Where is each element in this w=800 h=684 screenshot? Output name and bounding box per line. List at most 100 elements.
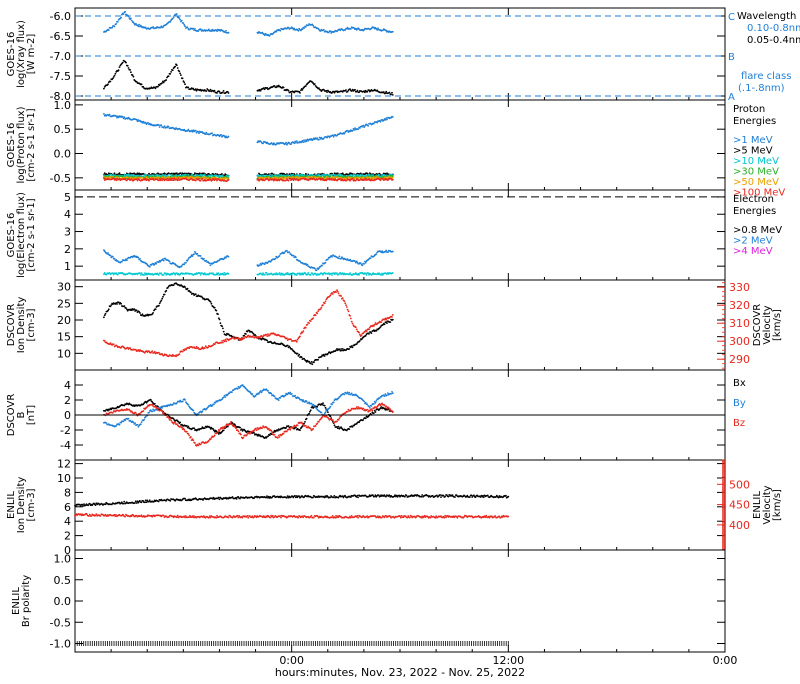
chart-1->1 MeV-point <box>380 121 382 123</box>
chart-3-density-point <box>215 310 217 312</box>
chart-0-0.05-0.4nm-point <box>228 92 230 94</box>
chart-1->1 MeV-point <box>303 139 305 141</box>
chart-2->2 MeV-point <box>385 250 387 252</box>
chart-2->2 MeV-point <box>114 258 116 260</box>
chart-1->100 MeV-point <box>166 179 168 181</box>
chart-0-0.05-0.4nm-point <box>288 90 290 92</box>
chart-4-By-point <box>255 395 257 397</box>
chart-4-By-point <box>223 397 225 399</box>
chart-4-ytick-label: -4 <box>60 439 71 452</box>
chart-0-0.10-0.8nm-point <box>184 25 186 27</box>
chart-2->2 MeV-point <box>325 262 327 264</box>
chart-4-By-point <box>314 405 316 407</box>
chart-3-velocity-point <box>358 332 360 334</box>
chart-3-density-point <box>159 303 161 305</box>
chart-4-ytick-label: 2 <box>64 394 71 407</box>
chart-0-0.05-0.4nm-point <box>222 92 224 94</box>
chart-1->50 MeV-point <box>359 177 361 179</box>
chart-3-density-point <box>210 301 212 303</box>
chart-2-ytick-label: 2 <box>64 243 71 256</box>
chart-1->100 MeV-point <box>170 178 172 180</box>
chart-2-ytick-label: 3 <box>64 226 71 239</box>
chart-0-0.10-0.8nm-point <box>305 26 307 28</box>
chart-3-density-point <box>223 331 225 333</box>
chart-3-velocity-point <box>238 337 240 339</box>
chart-3-density-point <box>301 356 303 358</box>
chart-1->10 MeV-point <box>292 174 294 176</box>
chart-3-velocity-point <box>310 320 312 322</box>
chart-2->4 MeV-point <box>310 274 312 276</box>
chart-4-Bx-point <box>373 412 375 414</box>
chart-3-velocity-point <box>225 340 227 342</box>
chart-3-density-point <box>389 321 391 323</box>
chart-0-0.05-0.4nm-point <box>302 89 304 91</box>
chart-4-Bz-point <box>200 444 202 446</box>
chart-1->50 MeV-point <box>204 176 206 178</box>
chart-1->1 MeV-point <box>296 140 298 142</box>
chart-3-density-point <box>339 350 341 352</box>
chart-0-0.05-0.4nm-point <box>115 73 117 75</box>
chart-4-Bx-point <box>241 428 243 430</box>
chart-4-Bz-point <box>173 423 175 425</box>
chart-2->2 MeV-point <box>121 261 123 263</box>
chart-4-By-point <box>289 392 291 394</box>
chart-0-0.05-0.4nm-point <box>392 94 394 96</box>
chart-1->10 MeV-point <box>156 174 158 176</box>
chart-2->2 MeV-point <box>295 256 297 258</box>
chart-0-0.10-0.8nm-point <box>216 30 218 32</box>
chart-0-ytick-label: -6.0 <box>50 10 71 23</box>
chart-1->10 MeV-point <box>315 174 317 176</box>
chart-3-velocity-point <box>243 337 245 339</box>
chart-2->2 MeV-point <box>169 261 171 263</box>
chart-3-density-point <box>103 316 105 318</box>
chart-1->10 MeV-point <box>329 174 331 176</box>
chart-4-By-point <box>123 420 125 422</box>
chart-3-density-point <box>158 305 160 307</box>
chart-4-By-point <box>252 393 254 395</box>
chart-3-velocity-point <box>345 304 347 306</box>
chart-3-velocity-point <box>324 303 326 305</box>
chart-2-ylabel: [cm-2 s-1 sr-1] <box>26 198 37 271</box>
chart-4-ytick-label: 4 <box>64 379 71 392</box>
chart-1->50 MeV-point <box>366 176 368 178</box>
chart-4-By-point <box>182 401 184 403</box>
chart-4-Bx-point <box>337 427 339 429</box>
chart-1->1 MeV-point <box>103 113 105 115</box>
chart-2->2 MeV-point <box>228 256 230 258</box>
chart-4-Bx-point <box>154 403 156 405</box>
chart-3-velocity-point <box>307 324 309 326</box>
chart-2->2 MeV-point <box>264 263 266 265</box>
chart-3-density-point <box>108 308 110 310</box>
chart-1->10 MeV-point <box>318 174 320 176</box>
chart-4-Bz-point <box>186 431 188 433</box>
chart-2->2 MeV-point <box>259 264 261 266</box>
chart-0-0.05-0.4nm-point <box>354 89 356 91</box>
chart-3-density-point <box>341 350 343 352</box>
chart-4-By-point <box>115 425 117 427</box>
chart-2->2 MeV-point <box>155 263 157 265</box>
chart-3-density-point <box>298 354 300 356</box>
chart-4-Bx-point <box>310 409 312 411</box>
chart-4-By-point <box>351 393 353 395</box>
chart-0-ytick-label: -7.5 <box>50 70 71 83</box>
chart-0-0.05-0.4nm-point <box>168 75 170 77</box>
chart-4-By-point <box>267 390 269 392</box>
chart-3-density-point <box>245 333 247 335</box>
chart-3-density-point <box>368 333 370 335</box>
chart-3-velocity-point <box>322 304 324 306</box>
chart-1->10 MeV-point <box>378 174 380 176</box>
chart-0-0.05-0.4nm-point <box>187 87 189 89</box>
chart-4-Bx-point <box>334 424 336 426</box>
legend-entry->2 MeV: >2 MeV <box>733 236 773 247</box>
chart-4-By-point <box>215 402 217 404</box>
chart-4-By-point <box>325 411 327 413</box>
chart-4-By-point <box>386 394 388 396</box>
chart-4-Bz-point <box>163 412 165 414</box>
chart-0-0.05-0.4nm-point <box>264 88 266 90</box>
chart-1->100 MeV-point <box>198 178 200 180</box>
chart-4-Bx-point <box>288 425 290 427</box>
chart-2->2 MeV-point <box>200 255 202 257</box>
chart-1->100 MeV-point <box>160 178 162 180</box>
chart-2->4 MeV-point <box>264 274 266 276</box>
chart-4-By-point <box>387 392 389 394</box>
